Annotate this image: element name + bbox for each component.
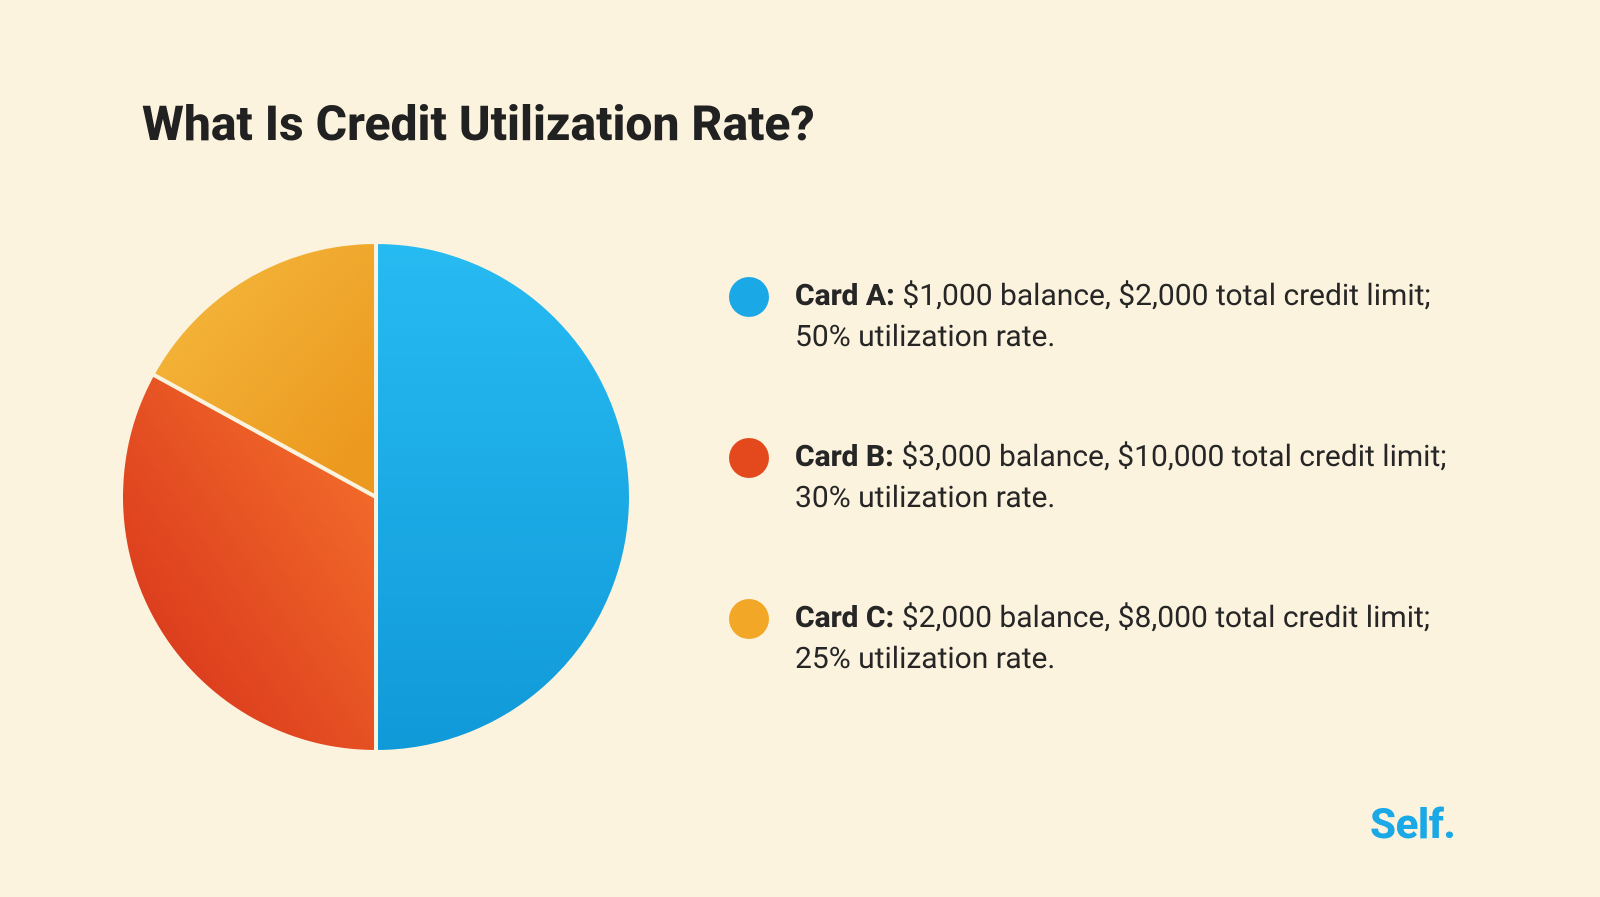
legend-dot-icon xyxy=(729,438,769,478)
legend-label-strong: Card B: xyxy=(795,439,894,474)
legend-text: Card B: $3,000 balance, $10,000 total cr… xyxy=(795,436,1469,519)
legend-item: Card B: $3,000 balance, $10,000 total cr… xyxy=(729,436,1469,519)
page-title: What Is Credit Utilization Rate? xyxy=(142,95,815,152)
legend-item: Card A: $1,000 balance, $2,000 total cre… xyxy=(729,275,1469,358)
infographic-frame: What Is Credit Utilization Rate? Card A:… xyxy=(0,0,1600,897)
legend-text: Card C: $2,000 balance, $8,000 total cre… xyxy=(795,597,1469,680)
brand-logo: Self. xyxy=(1370,800,1455,849)
legend-dot-icon xyxy=(729,599,769,639)
pie-slice-card-a xyxy=(376,242,631,752)
legend-dot-icon xyxy=(729,277,769,317)
legend-text: Card A: $1,000 balance, $2,000 total cre… xyxy=(795,275,1469,358)
legend-item: Card C: $2,000 balance, $8,000 total cre… xyxy=(729,597,1469,680)
legend: Card A: $1,000 balance, $2,000 total cre… xyxy=(729,275,1469,679)
pie-chart xyxy=(121,242,631,752)
legend-label-strong: Card A: xyxy=(795,278,895,313)
legend-label-strong: Card C: xyxy=(795,600,894,635)
